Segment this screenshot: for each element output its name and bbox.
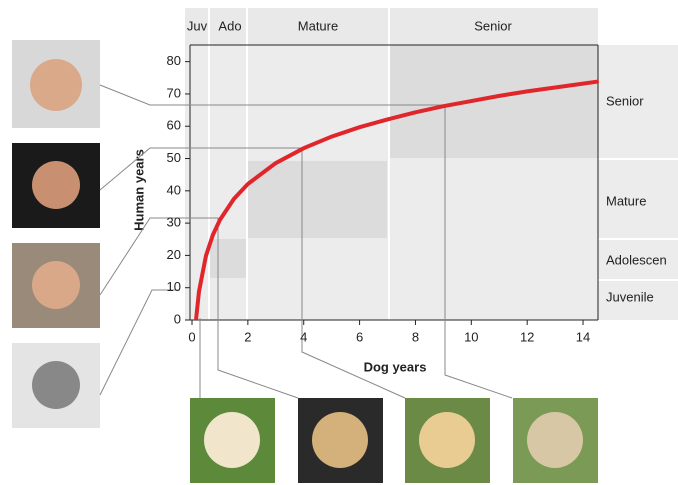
side-label: Adolescen [606,252,667,267]
side-label: Mature [606,193,646,208]
stage-block [209,239,246,278]
y-tick-label: 50 [167,150,181,165]
curve [194,79,599,321]
x-axis-title: Dog years [364,359,427,374]
x-tick-label: 6 [356,329,363,344]
stage-label: Mature [298,18,338,33]
side-panel [598,45,678,320]
x-tick-label: 10 [464,329,478,344]
x-tick-label: 14 [576,329,590,344]
stage-label: Ado [218,18,241,33]
y-tick-label: 20 [167,247,181,262]
y-tick-label: 10 [167,279,181,294]
y-axis-title: Human years [131,149,146,231]
y-tick-label: 70 [167,85,181,100]
x-tick-label: 12 [520,329,534,344]
face-photos [12,40,100,428]
stage-label: Juv [187,18,208,33]
x-tick-label: 4 [300,329,307,344]
stage-dividers [208,8,678,320]
x-tick-label: 8 [412,329,419,344]
y-tick-label: 0 [174,311,181,326]
y-tick-label: 30 [167,215,181,230]
stage-header [185,8,598,45]
stage-label: Senior [474,18,512,33]
y-tick-label: 80 [167,53,181,68]
dog-photos [190,398,598,483]
side-label: Senior [606,93,644,108]
x-tick-label: 0 [188,329,195,344]
stage-block [248,161,387,238]
y-tick-label: 60 [167,118,181,133]
stage-block [390,45,598,158]
y-tick-label: 40 [167,182,181,197]
x-tick-label: 2 [244,329,251,344]
side-label: Juvenile [606,289,654,304]
